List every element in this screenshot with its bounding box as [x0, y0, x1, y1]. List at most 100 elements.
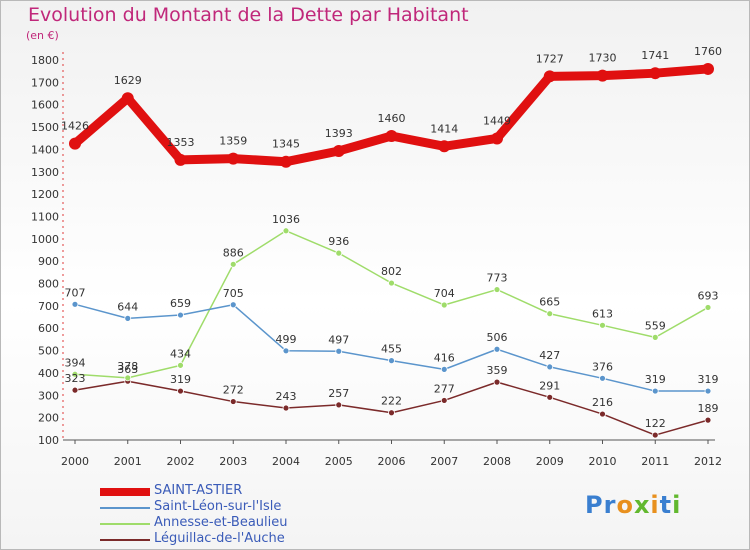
data-label: 1730 — [589, 52, 617, 65]
data-point — [282, 347, 290, 355]
legend-swatch — [100, 523, 150, 525]
data-label: 707 — [65, 286, 86, 299]
data-label: 802 — [381, 265, 402, 278]
data-point — [121, 92, 134, 105]
data-point — [282, 404, 290, 412]
data-label: 189 — [698, 402, 719, 415]
data-label: 1414 — [430, 122, 458, 135]
data-label: 936 — [328, 235, 349, 248]
y-tick-label: 1800 — [31, 54, 59, 67]
data-label: 613 — [592, 307, 613, 320]
data-label: 1760 — [694, 45, 722, 58]
data-label: 291 — [539, 379, 560, 392]
data-label: 1449 — [483, 114, 511, 127]
data-point — [332, 144, 345, 157]
data-point — [704, 304, 712, 311]
data-point — [493, 378, 501, 386]
data-point — [124, 314, 132, 322]
y-tick-label: 400 — [38, 367, 59, 380]
x-tick-label: 2009 — [536, 455, 564, 468]
y-tick-label: 300 — [38, 389, 59, 402]
data-point — [599, 321, 606, 329]
data-label: 1345 — [272, 138, 300, 151]
logo-letter: r — [603, 491, 617, 519]
data-label: 257 — [328, 387, 349, 400]
data-point — [385, 130, 398, 142]
data-label: 1727 — [536, 52, 564, 65]
data-point — [702, 62, 714, 75]
data-label: 222 — [381, 395, 402, 408]
legend-label: SAINT-ASTIER — [154, 483, 243, 498]
y-tick-label: 1000 — [31, 233, 59, 246]
data-point — [704, 387, 712, 395]
data-point — [177, 361, 184, 369]
logo-letter: t — [659, 491, 673, 519]
data-label: 1426 — [61, 120, 89, 133]
data-label: 1460 — [378, 112, 406, 125]
data-point — [599, 374, 606, 382]
data-point — [227, 152, 240, 165]
y-tick-label: 800 — [38, 278, 59, 291]
y-tick-label: 1400 — [31, 143, 59, 156]
y-tick-label: 200 — [38, 412, 59, 425]
x-tick-label: 2006 — [378, 455, 406, 468]
data-label: 416 — [434, 351, 455, 364]
data-point — [280, 155, 292, 168]
data-label: 319 — [698, 373, 719, 386]
x-tick-label: 2012 — [694, 455, 722, 468]
data-label: 499 — [276, 333, 297, 346]
y-tick-label: 700 — [38, 300, 59, 313]
y-tick-label: 1300 — [31, 166, 59, 179]
y-tick-label: 1500 — [31, 121, 59, 134]
x-tick-label: 2011 — [641, 455, 669, 468]
data-label: 1359 — [219, 135, 247, 148]
data-point — [596, 69, 609, 82]
data-label: 272 — [223, 384, 244, 397]
data-point — [71, 300, 79, 308]
data-point — [493, 345, 501, 353]
data-label: 1036 — [272, 213, 300, 226]
data-point — [388, 279, 395, 287]
x-tick-label: 2000 — [61, 455, 89, 468]
logo-letter: i — [650, 491, 660, 519]
data-point — [124, 374, 132, 382]
data-label: 665 — [539, 296, 560, 309]
series-line — [74, 380, 709, 436]
data-point — [388, 357, 395, 365]
legend-item: Léguillac-de-l'Auche — [100, 531, 380, 548]
data-point — [335, 401, 343, 409]
data-point — [69, 137, 81, 150]
x-tick-label: 2008 — [483, 455, 511, 468]
data-point — [704, 416, 712, 424]
x-tick-label: 2007 — [430, 455, 458, 468]
y-tick-label: 1600 — [31, 99, 59, 112]
data-label: 376 — [592, 360, 613, 373]
data-label: 455 — [381, 343, 402, 356]
data-label: 378 — [117, 360, 138, 373]
data-label: 394 — [65, 356, 86, 369]
data-labels: 1426 1629 1353 1359 1345 1393 1460 1414 1449 1727… — [61, 45, 722, 430]
data-label: 659 — [170, 297, 191, 310]
x-tick-label: 2002 — [167, 455, 195, 468]
data-point — [177, 311, 184, 319]
data-point — [440, 301, 448, 309]
data-point — [651, 431, 659, 439]
data-label: 693 — [698, 289, 719, 302]
y-tick-label: 1100 — [31, 210, 59, 223]
legend-swatch — [100, 488, 150, 496]
data-label: 363 — [117, 363, 138, 376]
data-label: 122 — [645, 417, 666, 430]
data-label: 1629 — [114, 74, 142, 87]
data-point — [651, 387, 659, 395]
data-label: 216 — [592, 396, 613, 409]
data-point — [493, 286, 501, 293]
x-tick-label: 2010 — [589, 455, 617, 468]
data-point — [335, 347, 343, 355]
logo-letter: x — [633, 491, 651, 519]
data-point — [229, 301, 237, 309]
data-label: 497 — [328, 333, 349, 346]
data-label: 1741 — [641, 49, 669, 62]
data-label: 323 — [65, 372, 86, 385]
data-point — [491, 132, 503, 145]
